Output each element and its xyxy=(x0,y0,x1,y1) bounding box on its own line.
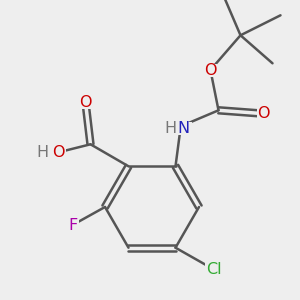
FancyBboxPatch shape xyxy=(79,96,92,109)
Text: N: N xyxy=(177,121,190,136)
Text: O: O xyxy=(52,145,65,160)
Text: O: O xyxy=(204,63,217,78)
FancyBboxPatch shape xyxy=(37,146,49,159)
FancyBboxPatch shape xyxy=(169,122,191,135)
FancyBboxPatch shape xyxy=(52,146,65,159)
FancyBboxPatch shape xyxy=(67,218,79,232)
Text: F: F xyxy=(68,218,78,232)
Text: H: H xyxy=(36,145,49,160)
Text: O: O xyxy=(79,95,92,110)
FancyBboxPatch shape xyxy=(257,107,270,120)
Text: O: O xyxy=(257,106,270,121)
Text: Cl: Cl xyxy=(206,262,221,277)
FancyBboxPatch shape xyxy=(204,64,217,77)
Text: H: H xyxy=(164,121,177,136)
FancyBboxPatch shape xyxy=(205,263,223,276)
